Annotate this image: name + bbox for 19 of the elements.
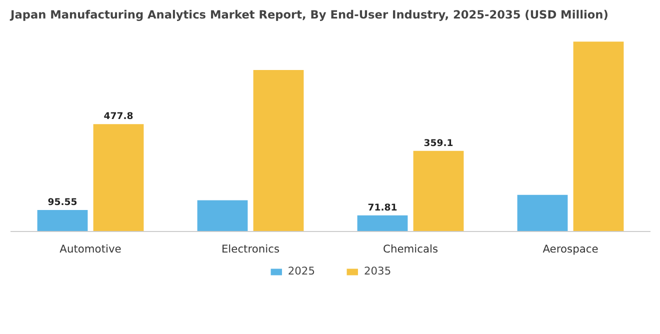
bar [413,150,464,232]
data-label: 71.81 [368,202,398,214]
bar [357,215,408,232]
bar [573,42,624,232]
legend-label: 2025 [288,264,315,278]
bar [197,200,248,232]
x-tick-label: Automotive [60,242,122,256]
bar [253,70,304,232]
bar [93,124,144,232]
bar [517,194,568,232]
data-label: 95.55 [48,197,78,208]
bar [37,210,88,232]
chart-title: Japan Manufacturing Analytics Market Report, By End-User Industry, 2025-2035 (USD Million) [10,8,608,22]
x-tick-label: Aerospace [542,242,598,256]
x-tick-label: Chemicals [383,242,438,256]
data-label: 359.1 [424,138,454,149]
data-label: 477.8 [104,111,134,122]
x-tick-label: Electronics [221,242,280,256]
legend-label: 2035 [364,264,392,278]
